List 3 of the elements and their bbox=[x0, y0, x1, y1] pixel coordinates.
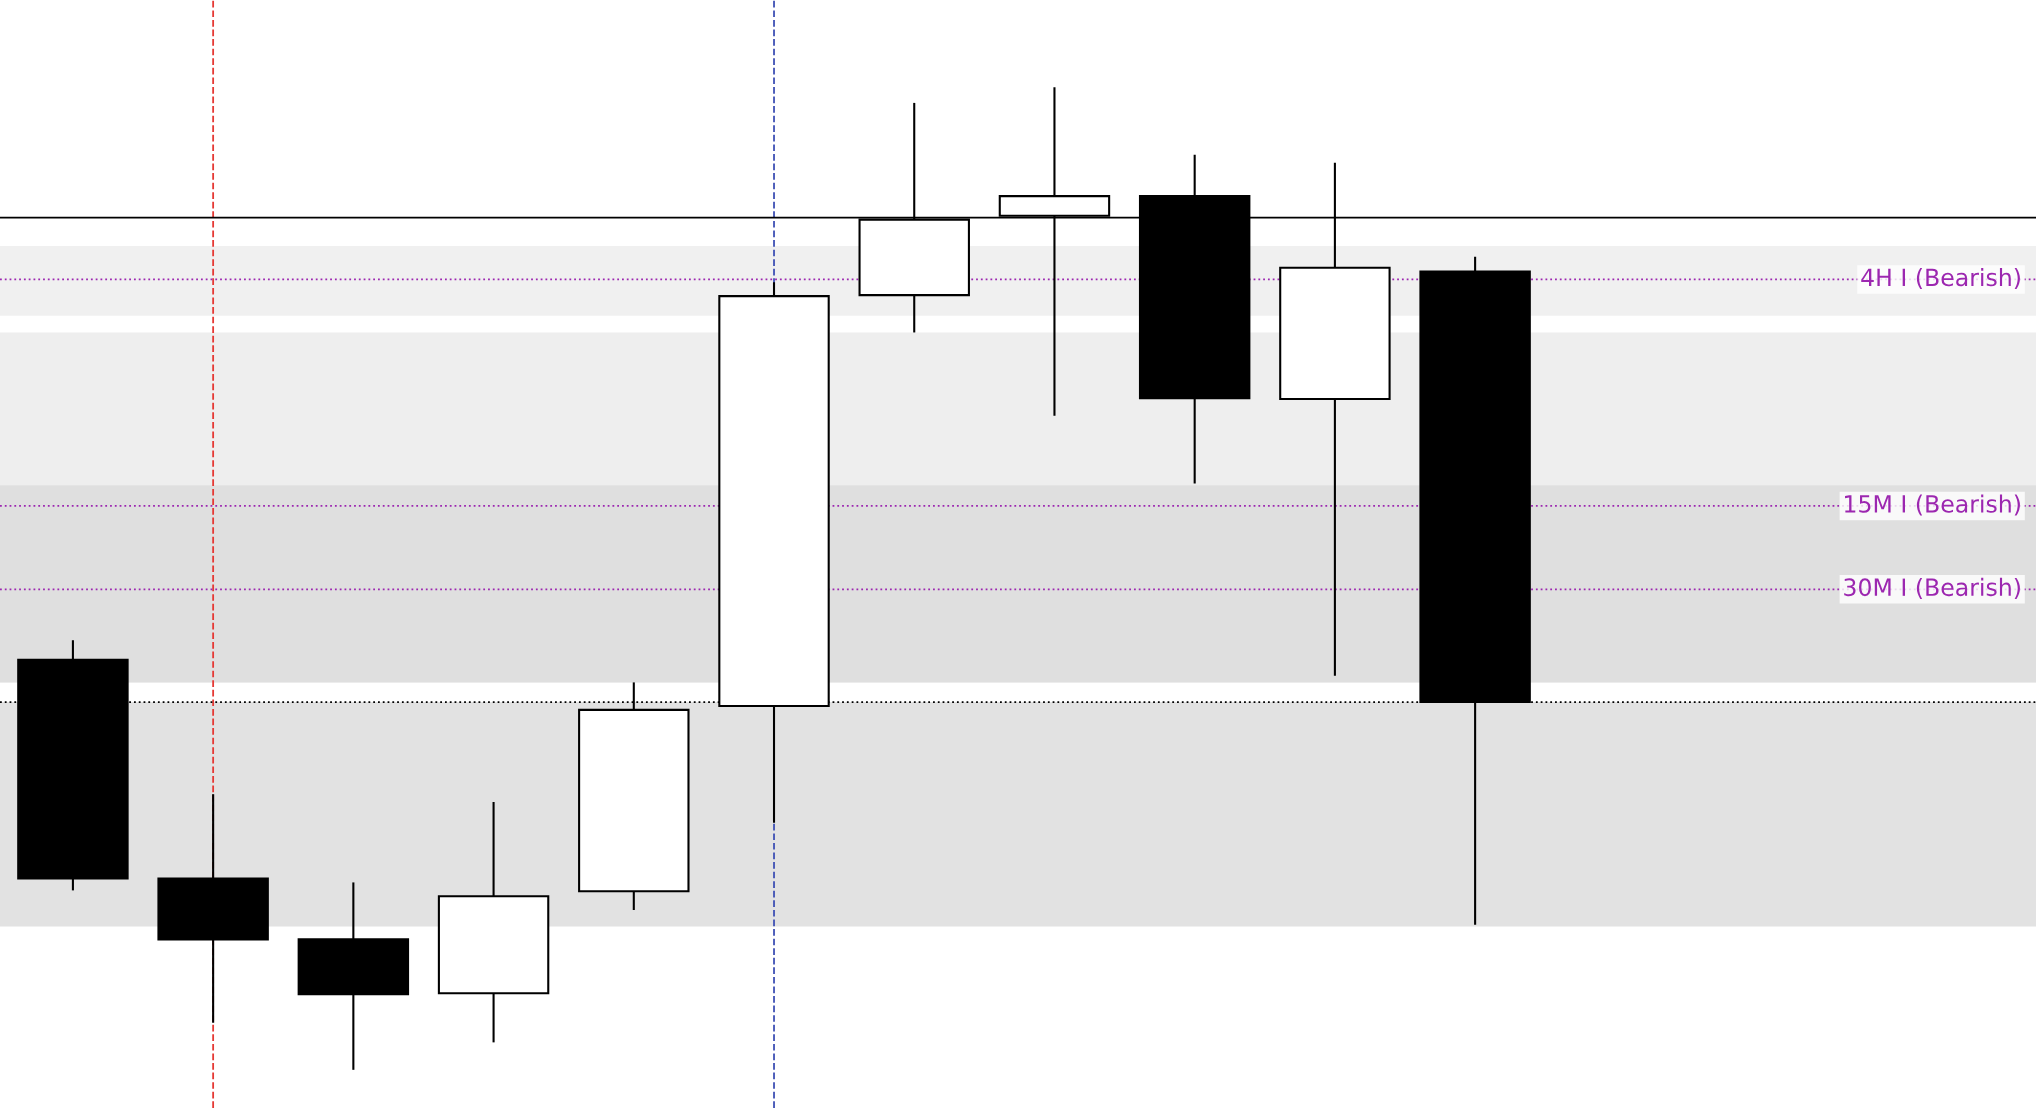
ref-line-label: 30M I (Bearish) bbox=[1844, 577, 2020, 599]
ref-line-label: 15M I (Bearish) bbox=[1845, 494, 2020, 516]
ref-line-label: 4H I (Bearish) bbox=[1861, 268, 2020, 290]
